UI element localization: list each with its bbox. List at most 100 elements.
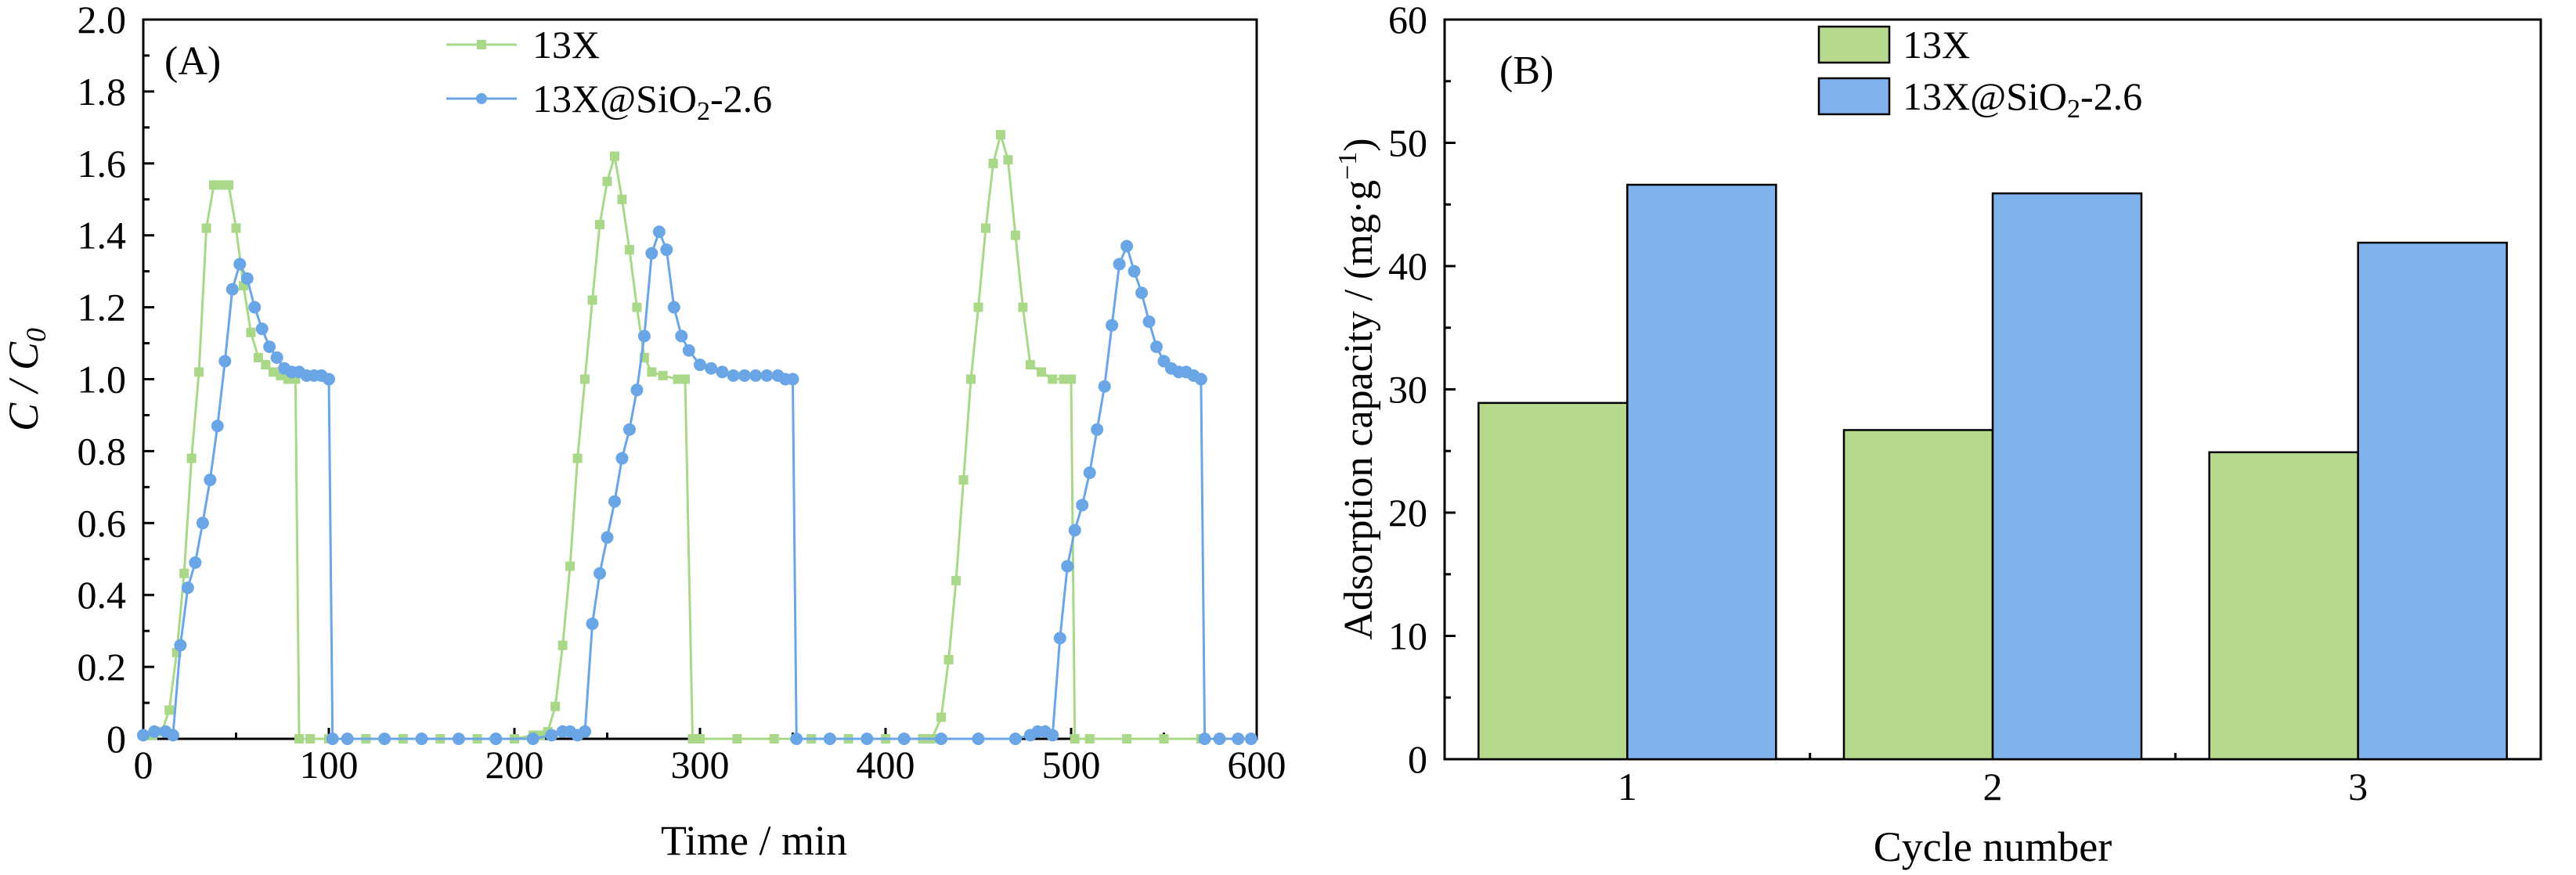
data-point-13x-sio2	[263, 340, 276, 354]
data-point-13x-sio2	[211, 419, 224, 433]
data-point-13x-sio2	[593, 567, 607, 580]
x-tick-label-a: 200	[485, 743, 544, 787]
panel-b-ticks: 0 10 20 30 40 50 60 1 2 3	[1388, 0, 2368, 808]
panel-a-y-axis-label: C / C0	[0, 328, 52, 431]
bar-13x-sio2-cycle-1	[1626, 183, 1777, 761]
data-point-13x	[1070, 734, 1080, 744]
data-point-13x-sio2	[545, 729, 558, 742]
y-tick-label-b: 50	[1388, 121, 1427, 165]
data-point-13x	[988, 158, 998, 168]
data-point-13x-sio2	[326, 733, 339, 745]
data-point-13x-sio2	[972, 733, 985, 745]
data-point-13x	[647, 367, 657, 377]
data-point-13x	[201, 223, 211, 233]
x-tick-label-b: 3	[2348, 765, 2368, 808]
data-point-13x-sio2	[196, 517, 209, 530]
bar-13x-cycle-2	[1842, 429, 1994, 761]
legend-marker-13x-sio2	[476, 93, 487, 104]
data-point-13x-sio2	[1232, 733, 1245, 745]
x-tick-label-a: 600	[1228, 743, 1286, 787]
data-point-13x	[216, 180, 226, 190]
y-tick-label-b: 0	[1408, 737, 1427, 781]
data-point-13x-sio2	[738, 369, 751, 382]
data-point-13x-sio2	[760, 369, 774, 382]
data-point-13x-sio2	[1194, 373, 1207, 386]
data-point-13x	[1084, 734, 1095, 744]
panel-a-plot	[137, 130, 1257, 745]
data-point-13x-sio2	[1244, 733, 1257, 745]
data-point-13x-sio2	[1198, 733, 1211, 745]
data-point-13x	[1066, 374, 1076, 384]
data-point-13x	[624, 245, 634, 255]
data-point-13x-sio2	[705, 362, 718, 375]
legend-label-b-13x: 13X	[1903, 23, 1970, 67]
data-point-13x-sio2	[579, 725, 592, 738]
data-point-13x	[580, 374, 590, 384]
data-point-13x	[769, 734, 779, 744]
data-point-13x	[164, 705, 175, 715]
data-point-13x-sio2	[615, 452, 629, 465]
data-point-13x	[294, 734, 305, 744]
data-point-13x-sio2	[166, 729, 179, 742]
data-point-13x-sio2	[378, 733, 391, 745]
legend-marker-13x	[477, 40, 486, 49]
data-point-13x-sio2	[1213, 733, 1226, 745]
panel-b-bars	[1477, 183, 2508, 761]
data-point-13x-sio2	[622, 423, 636, 436]
x-tick-label-b: 1	[1618, 765, 1637, 808]
data-point-13x	[1122, 734, 1132, 744]
data-point-13x-sio2	[526, 733, 539, 745]
data-point-13x-sio2	[341, 733, 354, 745]
data-point-13x-sio2	[452, 733, 465, 745]
legend-swatch-13x-sio2	[1817, 77, 1891, 116]
data-point-13x-sio2	[682, 344, 695, 357]
data-point-13x	[595, 219, 605, 229]
data-point-13x-sio2	[586, 617, 599, 630]
data-point-13x-sio2	[1068, 524, 1081, 537]
panel-b-y-axis-label: Adsorption capacity / (mg·g−1)	[1333, 138, 1381, 639]
data-point-13x-sio2	[645, 247, 658, 260]
data-point-13x-sio2	[608, 495, 621, 508]
data-point-13x-sio2	[790, 733, 803, 745]
data-point-13x	[1003, 155, 1013, 165]
data-point-13x-sio2	[727, 369, 740, 382]
data-point-13x-sio2	[749, 369, 763, 382]
y-tick-label-a: 1.2	[78, 286, 127, 329]
y-tick-label-a: 0.8	[78, 429, 127, 473]
data-point-13x	[980, 223, 990, 233]
data-point-13x-sio2	[1113, 257, 1126, 271]
y-tick-label-b: 10	[1388, 614, 1427, 658]
y-tick-label-a: 0.4	[78, 573, 127, 617]
data-point-13x-sio2	[189, 556, 202, 569]
data-point-13x-sio2	[204, 474, 217, 487]
data-point-13x	[224, 180, 234, 190]
data-point-13x-sio2	[1046, 729, 1059, 742]
y-tick-label-a: 2.0	[78, 0, 127, 41]
data-point-13x	[261, 360, 271, 370]
data-point-13x	[1048, 374, 1058, 384]
data-point-13x	[587, 295, 597, 305]
data-point-13x-sio2	[694, 358, 706, 372]
series-line-13x-sio2	[143, 228, 1251, 740]
legend-swatch-13x	[1817, 25, 1891, 64]
data-point-13x-sio2	[1098, 380, 1111, 393]
data-point-13x	[268, 367, 278, 377]
data-point-13x-sio2	[1083, 466, 1096, 479]
data-point-13x	[687, 734, 698, 744]
data-point-13x-sio2	[270, 351, 283, 364]
data-point-13x	[732, 734, 742, 744]
data-point-13x	[246, 327, 256, 337]
data-point-13x	[617, 194, 627, 204]
y-tick-label-b: 20	[1388, 491, 1427, 535]
data-point-13x	[609, 151, 619, 161]
y-tick-label-b: 30	[1388, 368, 1427, 412]
data-point-13x-sio2	[675, 329, 688, 343]
data-point-13x	[1025, 360, 1035, 370]
data-point-13x	[695, 734, 705, 744]
bar-13x-sio2-cycle-2	[1991, 192, 2143, 761]
data-point-13x-sio2	[255, 322, 269, 336]
data-point-13x-sio2	[1142, 315, 1156, 328]
legend-label-b-13x-sio2: 13X@SiO2-2.6	[1903, 74, 2142, 124]
data-point-13x-sio2	[174, 639, 187, 652]
y-tick-label-a: 0.2	[78, 645, 127, 689]
